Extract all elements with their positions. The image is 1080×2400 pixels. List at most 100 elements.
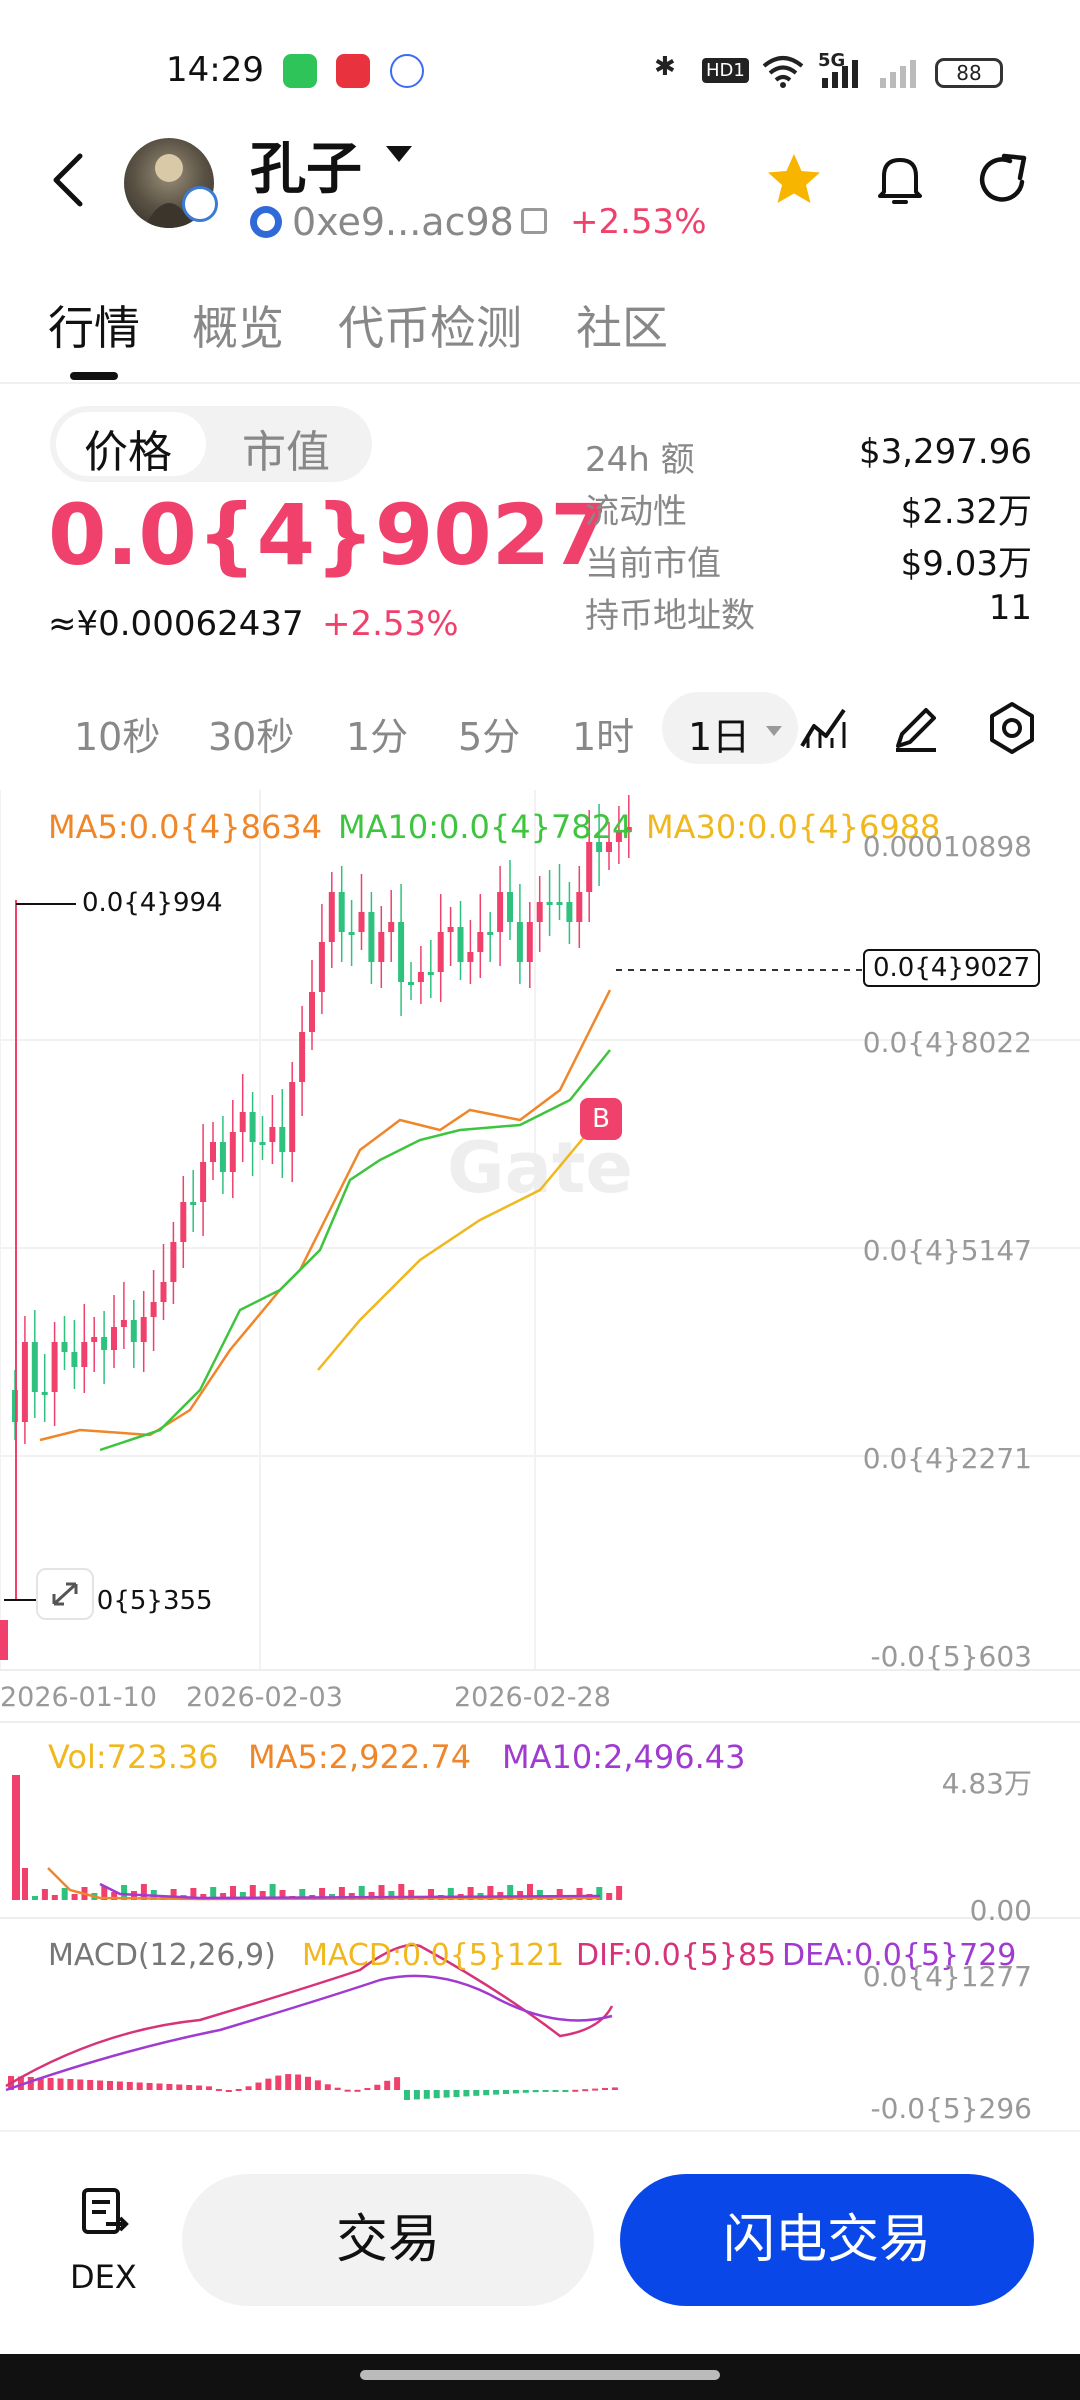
copy-icon[interactable]: [521, 208, 547, 234]
flash-trade-button[interactable]: 闪电交易: [620, 2174, 1034, 2306]
candle-body: [259, 1142, 266, 1145]
draw-pen-icon[interactable]: [888, 700, 944, 756]
volume-bar: [12, 1775, 20, 1900]
stat-label-mcap: 当前市值: [585, 544, 721, 584]
timeframe-5m[interactable]: 5分: [458, 715, 521, 759]
stat-label-volume: 24h 额: [585, 440, 695, 480]
macd-bar: [67, 2079, 74, 2090]
macd-bar: [126, 2082, 133, 2090]
y-tick-1: 0.0{4}8022: [862, 1026, 1032, 1059]
home-gesture-bar[interactable]: [360, 2370, 720, 2380]
volume-bar: [269, 1884, 276, 1900]
dif-line: [5, 1943, 614, 2088]
macd-bar: [176, 2084, 183, 2090]
macd-bar: [582, 2089, 589, 2092]
vol-ma5-legend: MA5:2,922.74: [248, 1738, 472, 1776]
volume-bar: [121, 1885, 128, 1900]
volume-bar: [41, 1889, 48, 1900]
candle-body: [210, 1142, 216, 1162]
candle-body: [388, 922, 395, 932]
candle-body: [299, 1032, 306, 1082]
ma5-line: [39, 989, 612, 1442]
candle-body: [467, 952, 474, 962]
vol-ma10-legend: MA10:2,496.43: [502, 1738, 746, 1776]
expand-icon[interactable]: [36, 1568, 94, 1620]
buy-marker[interactable]: B: [580, 1098, 622, 1140]
toggle-price[interactable]: 价格: [84, 427, 172, 478]
candle-body: [408, 982, 414, 985]
macd-y-tick-0: 0.0{4}1277: [862, 1960, 1032, 1993]
tab-market[interactable]: 行情: [48, 301, 140, 355]
timeframe-caret-icon[interactable]: [766, 726, 782, 736]
contract-address[interactable]: 0xe9...ac98: [292, 200, 514, 244]
vol-y-tick-1: 0.00: [969, 1894, 1032, 1927]
macd-bar: [324, 2084, 331, 2090]
trade-button[interactable]: 交易: [182, 2174, 594, 2306]
volume-bar: [101, 1886, 108, 1900]
candle-body: [625, 827, 632, 832]
timeframe-10s[interactable]: 10秒: [74, 715, 161, 759]
music-app-icon: [336, 54, 370, 88]
tab-indicator: [70, 372, 118, 380]
macd-bar: [394, 2077, 401, 2090]
toggle-market-cap[interactable]: 市值: [242, 427, 330, 478]
candle-body: [41, 1392, 48, 1395]
chain-badge-icon: [182, 186, 218, 222]
macd-bar: [512, 2090, 519, 2094]
candle-body: [586, 842, 593, 892]
stat-value-holders: 11: [988, 588, 1032, 628]
stat-label-holders: 持币地址数: [585, 596, 755, 636]
candle-body: [477, 932, 484, 952]
dex-icon[interactable]: [76, 2184, 132, 2240]
volume-bar: [111, 1892, 118, 1900]
macd-bar: [136, 2082, 143, 2090]
wifi-icon: [762, 56, 804, 88]
vol-ma5-line: [47, 1867, 601, 1901]
candle-body: [21, 1342, 28, 1422]
tab-overview[interactable]: 概览: [192, 301, 284, 355]
timeframe-1d[interactable]: 1日: [688, 715, 751, 759]
macd-bar: [37, 2077, 44, 2090]
low-price-label: 0.0{5}355: [72, 1586, 213, 1616]
candle-body: [437, 932, 444, 972]
macd-histogram: [5, 1943, 618, 2100]
divider: [0, 382, 1080, 384]
tab-token-check[interactable]: 代币检测: [338, 301, 522, 355]
stat-value-mcap: $9.03万: [900, 544, 1032, 584]
chevron-down-icon[interactable]: [386, 146, 412, 162]
volume-bar: [210, 1887, 217, 1900]
wechat-app-icon: [283, 54, 317, 88]
dea-legend: DEA:0.0{5}729: [782, 1938, 1017, 1973]
bluetooth-icon: ✱: [654, 52, 676, 82]
star-icon[interactable]: [764, 150, 824, 210]
volume-bar: [279, 1890, 286, 1900]
bell-icon[interactable]: [870, 150, 930, 210]
back-arrow-icon[interactable]: [44, 150, 94, 210]
volume-bar: [536, 1890, 543, 1900]
settings-icon[interactable]: [984, 700, 1040, 756]
timeframe-30s[interactable]: 30秒: [208, 715, 295, 759]
volume-bar: [447, 1888, 454, 1900]
cny-price: ≈¥0.00062437: [48, 604, 304, 644]
candle-body: [318, 942, 325, 992]
timeframe-1m[interactable]: 1分: [346, 715, 409, 759]
macd-bar: [215, 2089, 222, 2092]
macd-bar: [146, 2083, 153, 2090]
candle-body: [51, 1342, 58, 1392]
macd-bar: [27, 2077, 34, 2090]
candle-body: [615, 832, 622, 842]
token-name[interactable]: 孔子: [250, 137, 362, 202]
indicator-icon[interactable]: [796, 700, 852, 756]
timeframe-1h[interactable]: 1时: [572, 715, 635, 759]
volume-bar: [170, 1889, 177, 1900]
candle-body: [526, 922, 533, 962]
dex-label[interactable]: DEX: [70, 2258, 137, 2296]
tab-community[interactable]: 社区: [576, 301, 668, 355]
date-0: 2026-01-10: [0, 1682, 157, 1713]
volume-bar: [556, 1889, 563, 1900]
dif-legend: DIF:0.0{5}85: [576, 1938, 777, 1973]
share-icon[interactable]: [974, 150, 1034, 210]
macd-bar: [443, 2090, 450, 2098]
candle-body: [81, 1342, 88, 1367]
volume-bar: [338, 1887, 345, 1900]
